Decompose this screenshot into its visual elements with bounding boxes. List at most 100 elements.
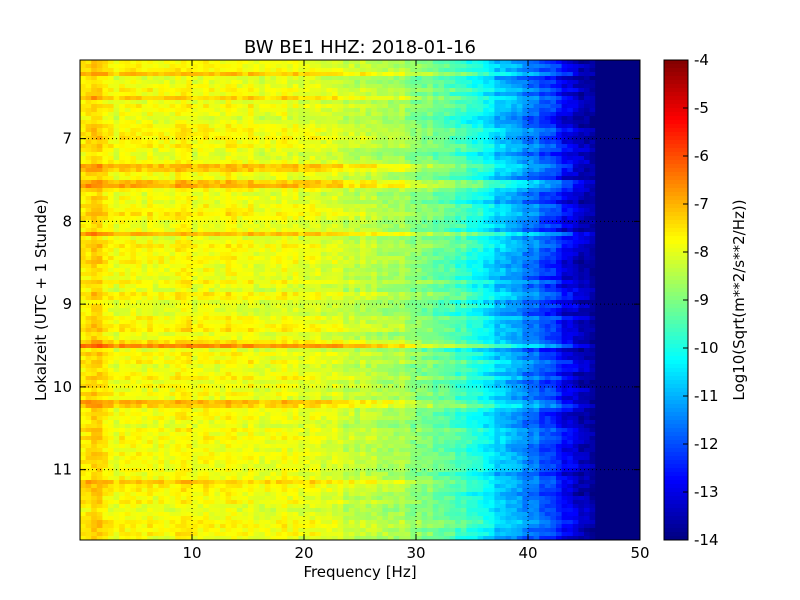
heatmap-cell <box>147 220 154 225</box>
heatmap-cell <box>348 144 355 149</box>
heatmap-cell <box>488 96 495 101</box>
heatmap-cell <box>612 208 618 213</box>
heatmap-cell <box>304 216 310 221</box>
heatmap-cell <box>399 80 406 85</box>
heatmap-cell <box>628 108 635 113</box>
heatmap-cell <box>617 200 624 205</box>
heatmap-cell <box>242 68 249 73</box>
heatmap-cell <box>617 164 624 169</box>
heatmap-cell <box>371 132 378 137</box>
heatmap-cell <box>304 252 310 257</box>
heatmap-cell <box>427 232 434 237</box>
heatmap-cell <box>494 108 501 113</box>
heatmap-cell <box>617 124 624 129</box>
heatmap-cell <box>242 136 249 141</box>
heatmap-cell <box>108 212 114 217</box>
heatmap-cell <box>85 120 92 125</box>
heatmap-cell <box>483 176 490 181</box>
heatmap-cell <box>354 156 361 161</box>
heatmap-cell <box>85 224 92 229</box>
heatmap-cell <box>236 96 243 101</box>
heatmap-cell <box>253 176 260 181</box>
heatmap-cell <box>130 216 137 221</box>
heatmap-cell <box>91 212 98 217</box>
heatmap-cell <box>102 80 109 85</box>
heatmap-cell <box>628 176 635 181</box>
heatmap-cell <box>192 220 198 225</box>
heatmap-cell <box>595 172 602 177</box>
heatmap-cell <box>550 60 557 65</box>
heatmap-cell <box>466 168 473 173</box>
heatmap-cell <box>455 252 462 257</box>
heatmap-cell <box>164 244 170 249</box>
heatmap-cell <box>600 192 607 197</box>
heatmap-cell <box>628 100 635 105</box>
heatmap-cell <box>175 172 182 177</box>
heatmap-cell <box>533 240 540 245</box>
heatmap-cell <box>242 140 249 145</box>
heatmap-cell <box>623 196 630 201</box>
heatmap-cell <box>253 168 260 173</box>
heatmap-cell <box>589 200 596 205</box>
heatmap-cell <box>455 120 462 125</box>
heatmap-cell <box>533 72 540 77</box>
heatmap-cell <box>203 212 210 217</box>
heatmap-cell <box>264 144 271 149</box>
heatmap-cell <box>483 180 490 185</box>
heatmap-cell <box>399 60 406 65</box>
heatmap-cell <box>634 124 641 129</box>
heatmap-cell <box>511 68 518 73</box>
heatmap-cell <box>584 176 590 181</box>
heatmap-cell <box>220 144 226 149</box>
heatmap-cell <box>567 228 574 233</box>
heatmap-cell <box>466 120 473 125</box>
heatmap-cell <box>550 232 557 237</box>
heatmap-cell <box>550 88 557 93</box>
heatmap-cell <box>343 248 350 253</box>
heatmap-cell <box>113 168 120 173</box>
heatmap-cell <box>337 236 344 241</box>
heatmap-cell <box>360 236 366 241</box>
heatmap-cell <box>494 160 501 165</box>
heatmap-cell <box>348 80 355 85</box>
heatmap-cell <box>416 156 422 161</box>
heatmap-cell <box>281 172 288 177</box>
heatmap-cell <box>455 160 462 165</box>
heatmap-cell <box>416 252 422 257</box>
heatmap-cell <box>152 68 159 73</box>
heatmap-cell <box>169 72 176 77</box>
heatmap-cell <box>309 80 316 85</box>
heatmap-cell <box>455 108 462 113</box>
heatmap-cell <box>410 116 417 121</box>
heatmap-cell <box>399 92 406 97</box>
heatmap-cell <box>477 244 484 249</box>
heatmap-cell <box>320 212 327 217</box>
heatmap-cell <box>337 252 344 257</box>
heatmap-cell <box>326 100 333 105</box>
heatmap-cell <box>427 196 434 201</box>
heatmap-cell <box>225 176 232 181</box>
heatmap-cell <box>108 60 114 65</box>
heatmap-cell <box>572 112 579 117</box>
heatmap-cell <box>528 148 534 153</box>
heatmap-cell <box>220 224 226 229</box>
heatmap-cell <box>550 176 557 181</box>
heatmap-cell <box>108 100 114 105</box>
heatmap-cell <box>180 248 187 253</box>
heatmap-cell <box>455 244 462 249</box>
heatmap-cell <box>516 88 523 93</box>
heatmap-cell <box>421 148 428 153</box>
heatmap-cell <box>175 80 182 85</box>
heatmap-cell <box>113 236 120 241</box>
heatmap-cell <box>332 100 338 105</box>
heatmap-cell <box>348 184 355 189</box>
heatmap-cell <box>186 60 193 65</box>
heatmap-cell <box>393 164 400 169</box>
heatmap-cell <box>483 84 490 89</box>
heatmap-cell <box>578 236 585 241</box>
heatmap-cell <box>393 144 400 149</box>
heatmap-cell <box>242 132 249 137</box>
heatmap-cell <box>416 136 422 141</box>
heatmap-cell <box>393 148 400 153</box>
heatmap-cell <box>85 208 92 213</box>
